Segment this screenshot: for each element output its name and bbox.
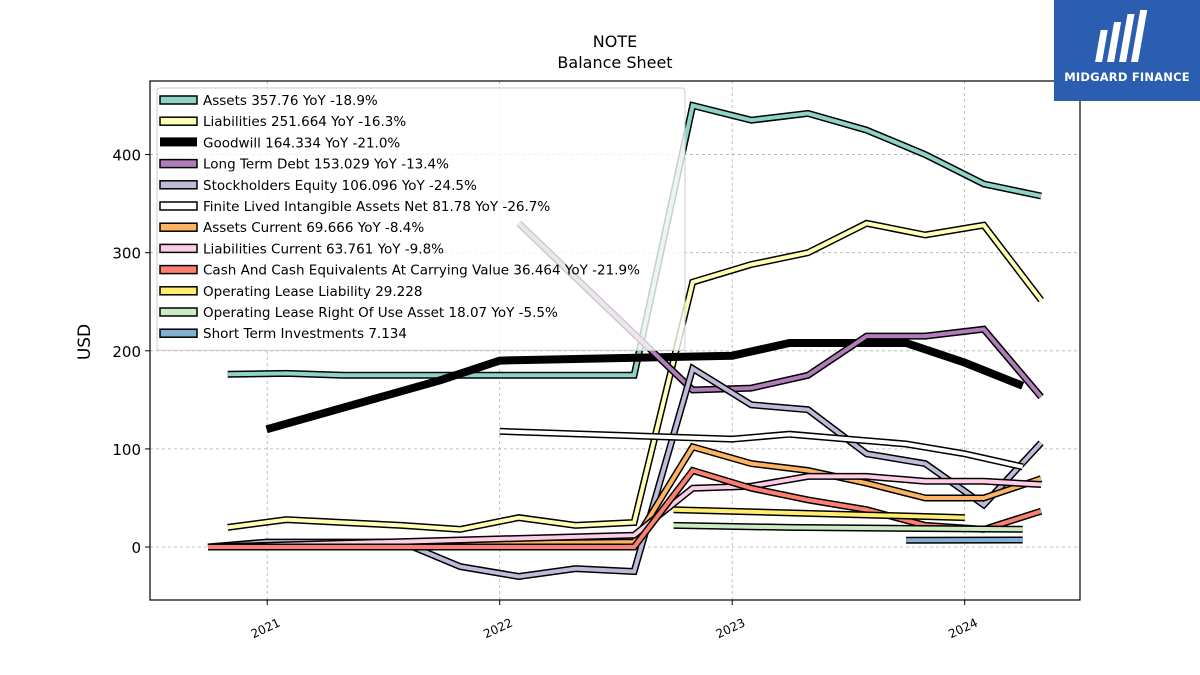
series-line [673, 521, 1023, 533]
legend-swatch [159, 201, 198, 211]
legend-item: Assets Current 69.666 YoY -8.4% [159, 220, 424, 236]
series-path [265, 339, 1025, 434]
y-axis-label: USD [75, 324, 95, 360]
legend-item: Finite Lived Intangible Assets Net 81.78… [159, 199, 550, 215]
legend-swatch [159, 95, 198, 105]
legend-label: Operating Lease Right Of Use Asset 18.07… [203, 305, 558, 321]
legend-item: Operating Lease Liability 29.228 [159, 284, 422, 300]
series-line [207, 442, 1043, 551]
legend-item: Liabilities 251.664 YoY -16.3% [159, 114, 406, 130]
series-path [207, 444, 1042, 549]
legend-item: Operating Lease Right Of Use Asset 18.07… [159, 305, 558, 321]
legend-swatch [159, 264, 198, 275]
legend-swatch [160, 137, 197, 147]
legend-label: Liabilities Current 63.761 YoY -9.8% [203, 241, 444, 257]
y-tick-label: 300 [112, 245, 141, 263]
legend-item: Stockholders Equity 106.096 YoY -24.5% [159, 178, 477, 194]
series-path [227, 103, 1042, 378]
logo-mark-icon [1095, 10, 1148, 62]
legend: Assets 357.76 YoY -18.9% Liabilities 251.… [156, 87, 686, 351]
legend-swatch [159, 307, 198, 317]
legend-swatch [159, 180, 198, 190]
series-line [516, 220, 1044, 400]
series-path [673, 523, 1023, 532]
series-line [227, 101, 1042, 379]
chart-subtitle: Balance Sheet [557, 53, 672, 72]
y-tick-label: 100 [112, 441, 141, 459]
series-path [227, 221, 1043, 532]
legend-swatch [159, 222, 198, 232]
legend-item: Long Term Debt 153.029 YoY -13.4% [159, 157, 449, 173]
y-tick-label: 200 [112, 343, 141, 361]
legend-label: Liabilities 251.664 YoY -16.3% [203, 114, 406, 130]
series-line [227, 219, 1044, 533]
series-line [673, 506, 965, 522]
logo-text: MIDGARD FINANCE [1064, 70, 1190, 84]
legend-item: Short Term Investments 7.134 [159, 326, 407, 342]
legend-item: Liabilities Current 63.761 YoY -9.8% [159, 241, 444, 257]
series-lines [207, 101, 1044, 581]
legend-swatch [159, 328, 198, 338]
legend-swatch [159, 158, 198, 169]
legend-box [156, 87, 686, 351]
legend-label: Stockholders Equity 106.096 YoY -24.5% [203, 178, 477, 194]
legend-label: Long Term Debt 153.029 YoY -13.4% [203, 157, 449, 173]
chart-title: NOTE [593, 32, 637, 51]
series-line [499, 427, 1024, 471]
legend-label: Finite Lived Intangible Assets Net 81.78… [203, 199, 550, 215]
series-line [265, 339, 1025, 434]
legend-label: Operating Lease Liability 29.228 [203, 284, 422, 300]
legend-label: Goodwill 164.334 YoY -21.0% [203, 135, 400, 151]
legend-swatch [159, 243, 198, 254]
series-path [673, 507, 965, 520]
legend-label: Short Term Investments 7.134 [203, 326, 407, 342]
legend-item: Assets 357.76 YoY -18.9% [159, 93, 378, 109]
legend-label: Assets Current 69.666 YoY -8.4% [203, 220, 424, 236]
series-path [517, 221, 1043, 399]
legend-swatch [159, 286, 198, 296]
legend-swatch [159, 116, 198, 126]
legend-label: Assets 357.76 YoY -18.9% [203, 93, 378, 109]
legend-item: Cash And Cash Equivalents At Carrying Va… [159, 263, 640, 279]
y-tick-label: 400 [112, 147, 141, 165]
plot-area-frame [149, 80, 1081, 601]
y-tick-label: 0 [131, 539, 141, 557]
legend-label: Cash And Cash Equivalents At Carrying Va… [203, 263, 640, 279]
midgard-finance-logo: MIDGARD FINANCE [1054, 0, 1200, 101]
series-path [499, 429, 1024, 469]
legend-item: Goodwill 164.334 YoY -21.0% [160, 135, 400, 151]
